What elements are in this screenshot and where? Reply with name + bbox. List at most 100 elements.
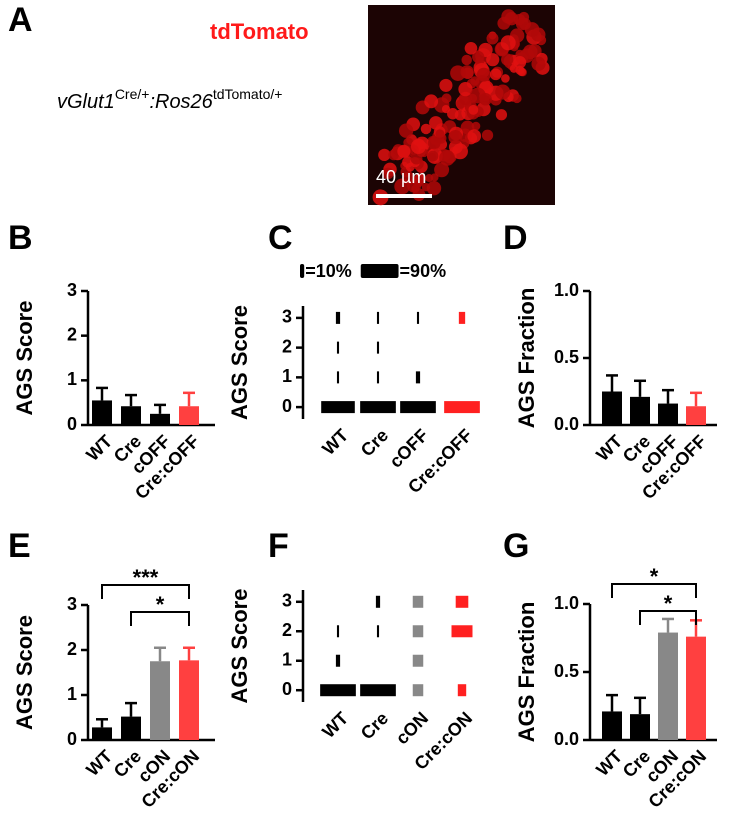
cell xyxy=(513,56,527,69)
x-tick-label: WT xyxy=(318,708,352,742)
y-tick-label: 3 xyxy=(282,307,292,327)
legend-label: =90% xyxy=(400,261,447,281)
bar xyxy=(602,391,622,425)
cell xyxy=(441,93,452,104)
distribution-bar xyxy=(376,311,380,324)
cell xyxy=(467,129,482,143)
panel-label: C xyxy=(268,219,293,257)
y-tick-label: 2 xyxy=(282,620,292,640)
distribution-bar xyxy=(412,654,424,667)
y-tick-label: 2 xyxy=(282,336,292,356)
cell xyxy=(434,162,450,178)
cell xyxy=(420,123,432,135)
cell xyxy=(447,108,459,120)
legend-mark xyxy=(360,264,399,278)
cell xyxy=(439,78,453,92)
bar xyxy=(686,636,706,740)
significance-bracket xyxy=(639,610,697,625)
distribution-bar xyxy=(376,625,380,638)
cell xyxy=(501,53,514,66)
y-tick-label: 2 xyxy=(67,324,77,344)
panel-label: G xyxy=(503,527,529,565)
legend-mark xyxy=(300,264,305,278)
y-tick-label: 1 xyxy=(282,366,292,386)
cell xyxy=(489,68,502,81)
x-tick-label: WT xyxy=(592,431,626,465)
panel-a-title: tdTomato xyxy=(210,19,309,44)
distribution-bar xyxy=(444,401,480,414)
y-axis-label: AGS Fraction xyxy=(514,602,539,743)
cell xyxy=(402,171,416,185)
distribution-bar xyxy=(412,595,424,608)
y-tick-label: 0 xyxy=(282,679,292,699)
y-tick-label: 1 xyxy=(67,684,77,704)
distribution-bar xyxy=(360,401,396,414)
cell xyxy=(448,130,463,145)
distribution-bar xyxy=(335,311,341,324)
cell xyxy=(378,148,391,162)
scale-bar-label: 40 µm xyxy=(376,167,426,187)
distribution-bar xyxy=(412,625,424,638)
cell xyxy=(486,53,500,67)
cell xyxy=(439,150,455,166)
y-tick-label: 0.5 xyxy=(554,661,579,681)
cell xyxy=(428,153,437,162)
x-tick-label: WT xyxy=(318,425,352,459)
distribution-bar xyxy=(400,401,436,414)
distribution-bar xyxy=(455,595,469,608)
distribution-bar xyxy=(320,684,356,697)
cell xyxy=(435,129,445,139)
panel-label: D xyxy=(503,219,528,257)
distribution-bar xyxy=(458,311,466,324)
bar xyxy=(179,660,199,740)
y-tick-label: 3 xyxy=(282,591,292,611)
distribution-bar xyxy=(457,684,467,697)
cell xyxy=(500,35,516,51)
cell xyxy=(412,175,425,188)
distribution-bar xyxy=(376,341,380,354)
significance-bracket xyxy=(130,611,190,626)
y-tick-label: 3 xyxy=(67,280,77,300)
x-tick-label: WT xyxy=(82,746,116,780)
cell xyxy=(410,152,423,165)
y-tick-label: 0.0 xyxy=(554,414,579,434)
distribution-bar xyxy=(451,625,473,638)
cell xyxy=(495,84,511,100)
micrograph xyxy=(368,5,555,206)
cell xyxy=(531,56,546,71)
y-axis-label: AGS Score xyxy=(12,301,37,416)
y-axis-label: AGS Score xyxy=(227,589,252,704)
x-tick-label: WT xyxy=(82,431,116,465)
distribution-bar xyxy=(416,311,420,324)
cell xyxy=(468,104,479,115)
panel-label: F xyxy=(268,527,289,565)
cell xyxy=(469,87,486,104)
distribution-bar xyxy=(412,684,424,697)
bar xyxy=(686,406,706,425)
bar xyxy=(602,711,622,740)
y-tick-label: 3 xyxy=(67,594,77,614)
cell xyxy=(424,94,439,109)
panel-label: A xyxy=(8,1,33,39)
y-axis-label: AGS Fraction xyxy=(514,288,539,429)
bar xyxy=(121,716,141,740)
cell xyxy=(441,104,451,114)
bar xyxy=(92,727,112,740)
distribution-bar xyxy=(336,371,340,384)
distribution-bar xyxy=(336,341,340,354)
bar xyxy=(658,632,678,740)
cell xyxy=(382,167,394,180)
genotype-part: vGlut1 xyxy=(57,91,115,113)
genotype-sup: Cre/+ xyxy=(115,86,150,102)
cell xyxy=(461,54,472,66)
cell xyxy=(410,138,427,154)
cell xyxy=(471,121,481,131)
y-tick-label: 0 xyxy=(282,396,292,416)
x-tick-label: cON xyxy=(392,708,432,748)
cell xyxy=(430,173,439,182)
significance-label: * xyxy=(650,564,659,589)
y-axis-label: AGS Score xyxy=(227,305,252,420)
significance-label: * xyxy=(156,592,165,617)
